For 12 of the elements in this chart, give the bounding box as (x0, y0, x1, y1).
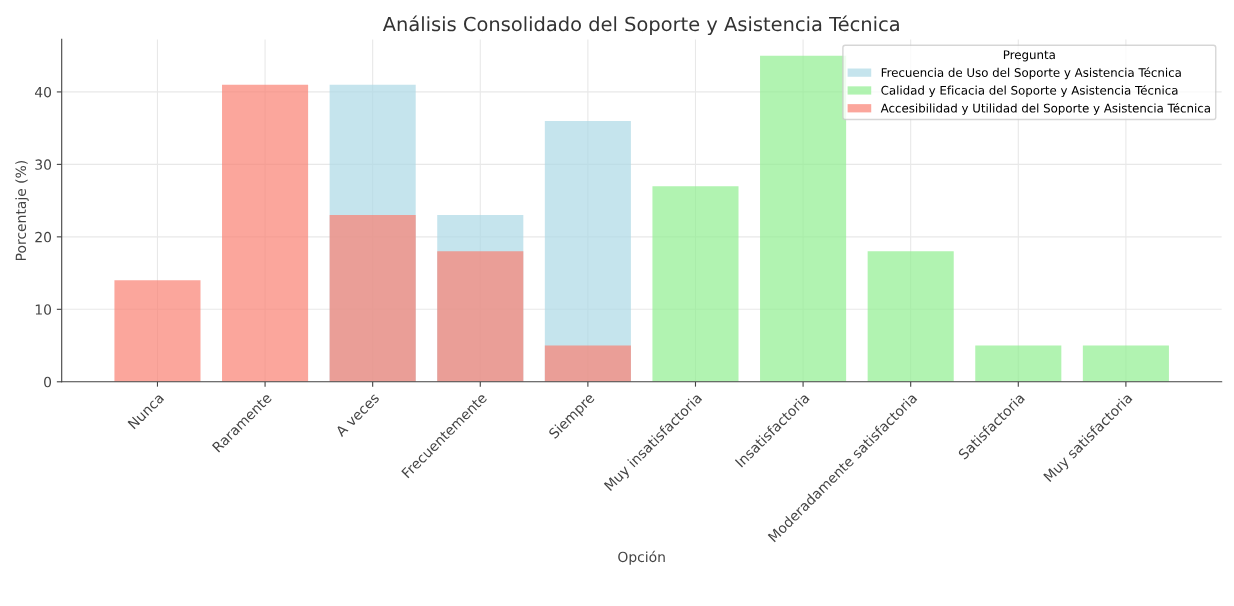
legend-label: Calidad y Eficacia del Soporte y Asistencia Técnica (881, 85, 1178, 98)
legend-title: Pregunta (1003, 50, 1055, 62)
chart-title: Análisis Consolidado del Soporte y Asistencia Técnica (382, 15, 899, 36)
y-tick-label: 10 (35, 304, 52, 315)
y-tick-label: 40 (34, 86, 52, 98)
y-axis-title: Porcentaje (%) (15, 161, 29, 260)
y-tick-label: 30 (35, 159, 52, 170)
legend-label: Frecuencia de Uso del Soporte y Asistencia Técnica (881, 67, 1181, 80)
legend-label: Accesibilidad y Utilidad del Soporte y Asistencia Técnica (880, 102, 1210, 115)
y-tick-label: 0 (44, 376, 52, 388)
x-axis-title: Opción (618, 550, 665, 565)
y-tick-label: 20 (35, 231, 52, 243)
